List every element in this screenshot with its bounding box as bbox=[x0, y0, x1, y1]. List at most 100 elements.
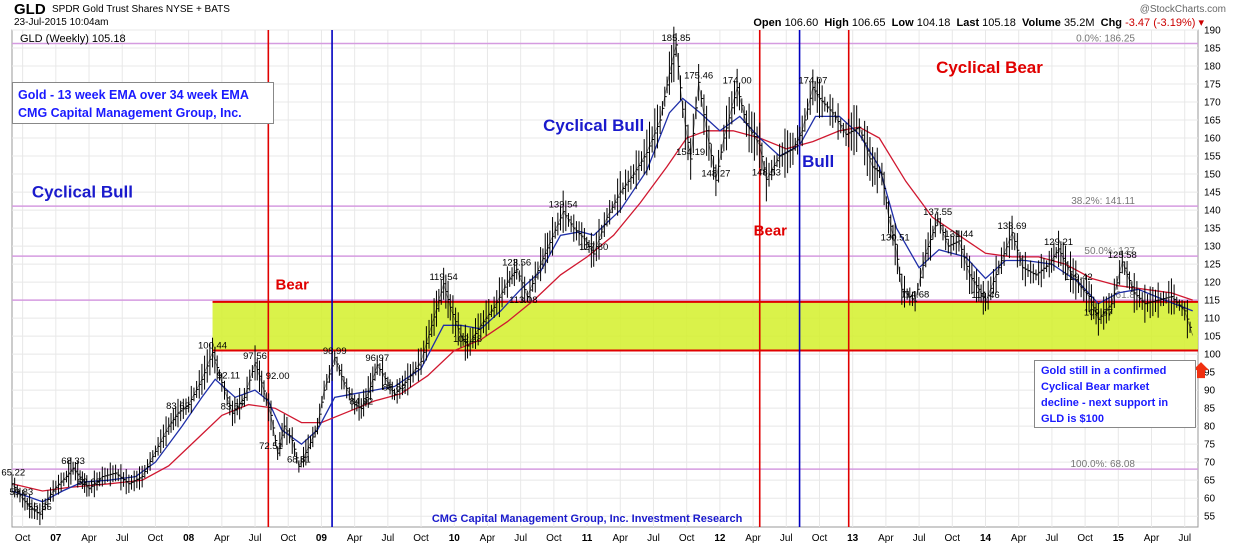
x-tick-label: 10 bbox=[449, 533, 461, 544]
x-tick-label: Oct bbox=[679, 533, 695, 544]
x-tick-label: Apr bbox=[214, 533, 230, 544]
last-label: Last bbox=[956, 17, 980, 29]
fib-level-label: 38.2%: 141.11 bbox=[1071, 196, 1135, 207]
y-tick-label: 95 bbox=[1204, 368, 1216, 379]
fib-level-label: 50.0%: 127 bbox=[1084, 246, 1135, 257]
price-data-label: 127.80 bbox=[579, 242, 608, 253]
x-tick-label: Oct bbox=[280, 533, 296, 544]
price-data-label: 83.57 bbox=[221, 401, 245, 412]
y-tick-label: 70 bbox=[1204, 458, 1216, 469]
x-tick-label: 14 bbox=[980, 533, 992, 544]
x-tick-label: Apr bbox=[347, 533, 363, 544]
x-tick-label: Jul bbox=[381, 533, 394, 544]
x-tick-label: Jul bbox=[1178, 533, 1191, 544]
x-tick-label: 13 bbox=[847, 533, 859, 544]
x-tick-label: Oct bbox=[148, 533, 164, 544]
x-tick-label: Oct bbox=[1077, 533, 1093, 544]
y-tick-label: 140 bbox=[1204, 206, 1221, 217]
x-tick-label: Oct bbox=[546, 533, 562, 544]
price-data-label: 114.46 bbox=[971, 290, 999, 301]
x-tick-label: Oct bbox=[15, 533, 31, 544]
y-tick-label: 80 bbox=[1204, 422, 1216, 433]
low-label: Low bbox=[891, 17, 914, 29]
price-data-label: 97.56 bbox=[243, 351, 267, 362]
price-data-label: 131.44 bbox=[944, 229, 973, 240]
x-tick-label: Apr bbox=[878, 533, 894, 544]
price-data-label: 137.55 bbox=[923, 207, 952, 218]
price-data-label: 102.28 bbox=[453, 334, 482, 345]
support-arrow-icon bbox=[1193, 362, 1209, 379]
cycle-annotation: Cyclical Bull bbox=[32, 182, 133, 201]
price-data-label: 148.53 bbox=[752, 167, 781, 178]
open-value: 106.60 bbox=[784, 17, 819, 29]
y-tick-label: 120 bbox=[1204, 278, 1221, 289]
y-tick-label: 110 bbox=[1204, 314, 1220, 325]
price-data-label: 174.00 bbox=[723, 76, 752, 87]
x-tick-label: Oct bbox=[945, 533, 961, 544]
y-tick-label: 60 bbox=[1204, 494, 1216, 505]
x-tick-label: Jul bbox=[116, 533, 129, 544]
y-tick-label: 155 bbox=[1204, 152, 1221, 163]
y-tick-label: 75 bbox=[1204, 440, 1216, 451]
cycle-annotation: Bull bbox=[802, 152, 834, 171]
ticker-symbol: GLD bbox=[14, 1, 46, 18]
price-data-label: 119.54 bbox=[429, 272, 457, 283]
x-tick-label: 15 bbox=[1113, 533, 1125, 544]
x-tick-label: Apr bbox=[1144, 533, 1160, 544]
price-data-label: 175.46 bbox=[684, 70, 713, 81]
open-label: Open bbox=[753, 17, 782, 29]
x-tick-label: Jul bbox=[647, 533, 660, 544]
price-data-label: 185.85 bbox=[662, 33, 691, 44]
chart-datetime: 23-Jul-2015 10:04am bbox=[14, 17, 109, 28]
price-data-label: 130.51 bbox=[881, 232, 910, 243]
price-data-label: 114.68 bbox=[901, 289, 929, 300]
y-tick-label: 150 bbox=[1204, 170, 1221, 181]
x-tick-label: Apr bbox=[612, 533, 628, 544]
price-data-label: 72.51 bbox=[259, 441, 283, 452]
cycle-annotation: Bear bbox=[276, 276, 310, 293]
chg-label: Chg bbox=[1100, 17, 1123, 29]
x-tick-label: Oct bbox=[413, 533, 429, 544]
price-data-label: 88.82 bbox=[383, 382, 407, 393]
price-data-label: 68.81 bbox=[287, 454, 311, 465]
x-tick-label: Apr bbox=[1011, 533, 1027, 544]
x-tick-label: 07 bbox=[50, 533, 62, 544]
x-tick-label: Apr bbox=[745, 533, 761, 544]
note-box: Gold still in a confirmed Cyclical Bear … bbox=[1034, 360, 1196, 428]
price-data-label: 109.67 bbox=[1084, 307, 1113, 318]
info-box-line2: CMG Capital Management Group, Inc. bbox=[18, 106, 242, 120]
price-data-label: 154.19 bbox=[676, 147, 705, 158]
bottom-caption: CMG Capital Management Group, Inc. Inves… bbox=[432, 513, 743, 525]
x-tick-label: 11 bbox=[582, 533, 593, 544]
price-data-label: 129.21 bbox=[1044, 237, 1073, 248]
price-data-label: 96.97 bbox=[365, 353, 389, 364]
price-data-label: 98.99 bbox=[323, 346, 347, 357]
low-value: 104.18 bbox=[916, 17, 951, 29]
y-tick-label: 180 bbox=[1204, 62, 1221, 73]
support-zone bbox=[212, 301, 1198, 351]
high-label: High bbox=[824, 17, 849, 29]
y-tick-label: 170 bbox=[1204, 98, 1221, 109]
x-tick-label: Jul bbox=[249, 533, 262, 544]
cycle-annotation: Bear bbox=[754, 222, 788, 239]
note-box-line2: Cyclical Bear market bbox=[1041, 381, 1150, 393]
x-tick-label: Jul bbox=[514, 533, 527, 544]
note-box-line1: Gold still in a confirmed bbox=[1041, 365, 1167, 377]
y-tick-label: 85 bbox=[1204, 404, 1216, 415]
y-tick-label: 165 bbox=[1204, 116, 1221, 127]
price-data-label: 84.92 bbox=[349, 396, 373, 407]
price-data-label: 123.56 bbox=[502, 257, 531, 268]
price-data-label: 62.62 bbox=[77, 477, 101, 488]
x-tick-label: Apr bbox=[480, 533, 496, 544]
stockcharts-watermark: @StockCharts.com bbox=[1139, 4, 1226, 15]
x-tick-label: 12 bbox=[714, 533, 726, 544]
price-data-label: 125.58 bbox=[1108, 250, 1137, 261]
fib-level-label: 0.0%: 186.25 bbox=[1076, 34, 1135, 45]
y-tick-label: 190 bbox=[1204, 26, 1221, 37]
y-tick-label: 125 bbox=[1204, 260, 1221, 271]
x-tick-label: 08 bbox=[183, 533, 195, 544]
info-box-line1: Gold - 13 week EMA over 34 week EMA bbox=[18, 88, 249, 102]
price-data-label: 119.42 bbox=[1064, 272, 1092, 283]
x-tick-label: 09 bbox=[316, 533, 328, 544]
down-triangle-icon: ▾ bbox=[1198, 17, 1204, 29]
